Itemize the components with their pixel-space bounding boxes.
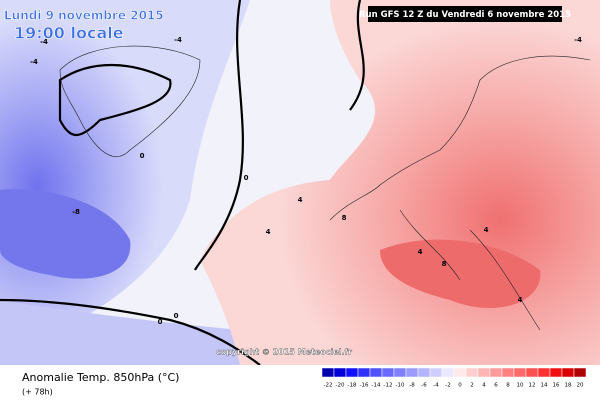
- legend-tick-label: -10: [396, 383, 405, 389]
- contour-label: 4: [298, 196, 303, 204]
- contour-label: -4: [574, 36, 582, 44]
- legend-tick-label: 20: [577, 383, 584, 389]
- legend-swatch: [537, 367, 551, 378]
- legend-tick-label: -16: [360, 383, 369, 389]
- legend-swatch: [561, 367, 575, 378]
- legend-tick-label: -22: [324, 383, 333, 389]
- contour-label: 4: [484, 226, 489, 234]
- contour: [349, 0, 365, 111]
- legend-tick-label: 4: [482, 383, 486, 389]
- legend-tick-label: -4: [433, 383, 439, 389]
- legend-tick-label: -18: [348, 383, 357, 389]
- legend-swatch: [429, 367, 443, 378]
- contour-label: 0: [244, 174, 249, 182]
- legend-swatch: [489, 367, 503, 378]
- legend-tick-label: -14: [372, 383, 381, 389]
- run-box: [368, 6, 562, 22]
- legend-swatch: [441, 367, 455, 378]
- legend-swatch: [381, 367, 395, 378]
- legend-tick-label: -20: [336, 383, 345, 389]
- legend-tick-label: 16: [553, 383, 560, 389]
- legend-swatch: [417, 367, 431, 378]
- contour-label: -4: [174, 36, 182, 44]
- cold-core: [0, 189, 131, 279]
- legend-swatch: [357, 367, 371, 378]
- legend-swatch: [369, 367, 383, 378]
- copyright: copyright © 2015 Meteociel.fr: [216, 348, 352, 357]
- coastline: [329, 55, 591, 331]
- date: Lundi 9 novembre 2015: [4, 9, 164, 23]
- legend-swatch: [393, 367, 407, 378]
- contour-label: 8: [342, 214, 347, 222]
- contour: [58, 64, 172, 137]
- legend-tick-label: 2: [470, 383, 474, 389]
- legend-tick-label: 6: [494, 383, 498, 389]
- legend-tick-label: -12: [384, 383, 393, 389]
- lead-time: (+ 78h): [22, 388, 53, 397]
- legend: -22 -20 -18 -16 -14 -12 -10 -8 -6 -4 -2 0 2 4 6 8 10 12 14…: [321, 367, 587, 389]
- legend-swatch: [345, 367, 359, 378]
- contour-label: 4: [418, 248, 423, 256]
- legend-swatch: [405, 367, 419, 378]
- legend-tick-label: -2: [445, 383, 450, 389]
- legend-swatch: [321, 367, 335, 378]
- contour-label: 0: [174, 312, 179, 320]
- cold-south: [0, 300, 260, 365]
- legend-swatch: [549, 367, 563, 378]
- contour-label: -8: [72, 208, 80, 216]
- legend-tick-label: 18: [565, 383, 572, 389]
- legend-swatch: [525, 367, 539, 378]
- contour-label: 4: [266, 228, 271, 236]
- legend-swatch: [465, 367, 479, 378]
- legend-tick-label: -8: [409, 383, 415, 389]
- legend-swatch: [333, 367, 347, 378]
- legend-swatch: [477, 367, 491, 378]
- legend-tick-label: 0: [458, 383, 462, 389]
- local-time: 19:00 locale: [14, 24, 124, 43]
- contour: [194, 0, 244, 271]
- legend-tick-label: -6: [421, 383, 427, 389]
- contour-label: -4: [30, 58, 38, 66]
- legend-title: Anomalie Temp. 850hPa (°C): [22, 371, 179, 384]
- contour-labels: -4 -8 -4 0 0 4 0 4 8 4 4 0 -4 4 8 -4: [30, 36, 582, 326]
- legend-tick-label: 8: [506, 383, 510, 389]
- legend-swatch: [453, 367, 467, 378]
- run-info: Run GFS 12 Z du Vendredi 6 novembre 2015: [359, 10, 571, 20]
- legend-tick-label: 10: [517, 383, 524, 389]
- greenland: [59, 45, 201, 157]
- contour-label: 0: [158, 318, 163, 326]
- legend-swatch: [501, 367, 515, 378]
- legend-tick-label: 14: [541, 383, 548, 389]
- contour: [0, 298, 261, 366]
- warm-core: [380, 239, 541, 309]
- contour-label: 8: [442, 260, 447, 268]
- legend-tick-label: 12: [529, 383, 536, 389]
- legend-swatch: [513, 367, 527, 378]
- legend-swatch: [573, 367, 587, 378]
- contour-label: 4: [518, 296, 523, 304]
- contour-label: -4: [40, 38, 48, 46]
- contour-label: 0: [140, 152, 145, 160]
